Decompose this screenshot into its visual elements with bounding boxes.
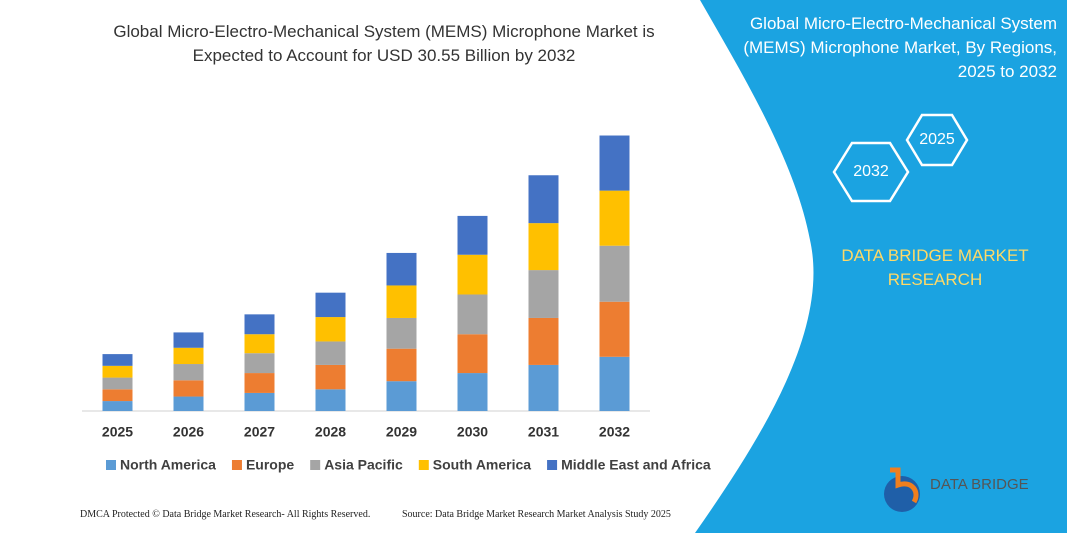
bar-segment xyxy=(102,365,133,378)
bar-segment xyxy=(386,252,417,286)
bar-segment xyxy=(528,317,559,365)
x-tick-label: 2025 xyxy=(102,424,133,440)
bar-segment xyxy=(386,348,417,382)
legend-label: Europe xyxy=(246,457,294,473)
bar-segment xyxy=(173,380,204,397)
x-tick-label: 2029 xyxy=(386,424,417,440)
x-tick-label: 2028 xyxy=(315,424,346,440)
bar-segment xyxy=(102,389,133,402)
legend-swatch xyxy=(231,460,242,470)
logo-mark xyxy=(890,467,919,504)
legend-swatch xyxy=(547,460,558,470)
legend-label: Middle East and Africa xyxy=(561,457,711,473)
footer-right: Source: Data Bridge Market Research Mark… xyxy=(402,509,671,520)
x-tick-label: 2031 xyxy=(528,424,559,440)
bar-segment xyxy=(102,377,133,390)
bar-segment xyxy=(528,364,559,411)
bar-segment xyxy=(173,396,204,411)
bar-segment xyxy=(244,353,275,374)
bar-segment xyxy=(315,292,346,318)
bar-segment xyxy=(102,354,133,366)
x-tick-label: 2030 xyxy=(457,424,488,440)
bar-segment xyxy=(457,334,488,374)
legend-label: Asia Pacific xyxy=(324,457,403,473)
legend-swatch xyxy=(106,460,116,470)
legend-swatch xyxy=(310,460,321,470)
x-tick-label: 2032 xyxy=(599,424,630,440)
bar-segment xyxy=(528,175,559,224)
bar-segment xyxy=(173,364,204,381)
bar-segment xyxy=(457,254,488,295)
bar-segment xyxy=(315,341,346,365)
side-background xyxy=(695,0,1067,533)
bar-segment xyxy=(386,285,417,318)
bar-segment xyxy=(244,392,275,411)
bar-segment xyxy=(173,347,204,365)
bar-segment xyxy=(528,223,559,271)
x-tick-label: 2026 xyxy=(173,424,204,440)
bar-segment xyxy=(315,389,346,411)
x-tick-label: 2027 xyxy=(244,424,275,440)
side-title: Global Micro-Electro-Mechanical System (… xyxy=(743,14,1057,81)
bar-segment xyxy=(457,373,488,411)
bar-segment xyxy=(315,317,346,342)
bar-segment xyxy=(244,373,275,393)
bar-segment xyxy=(102,401,133,411)
bar-segment xyxy=(599,245,630,302)
hexagon-label: 2032 xyxy=(853,163,889,180)
bar-segment xyxy=(599,135,630,191)
hexagon-label: 2025 xyxy=(919,131,955,148)
bar-segment xyxy=(599,356,630,411)
bar-segment xyxy=(386,381,417,411)
legend-label: South America xyxy=(433,457,531,473)
bar-segment xyxy=(244,314,275,335)
hexagon xyxy=(832,141,910,203)
bar-segment xyxy=(386,317,417,349)
bar-segment xyxy=(599,190,630,246)
legend-swatch xyxy=(418,460,429,470)
hexagon xyxy=(905,113,969,167)
bar-segment xyxy=(528,270,559,318)
brand: DATA BRIDGE MARKET RESEARCH xyxy=(841,246,1029,289)
bar-segment xyxy=(315,364,346,390)
chart-title: Global Micro-Electro-Mechanical System (… xyxy=(113,22,655,65)
legend-label: North America xyxy=(120,457,216,473)
logo-text: DATA BRIDGE xyxy=(930,476,1029,493)
bar-segment xyxy=(599,301,630,357)
bar-segment xyxy=(457,294,488,335)
footer-left: DMCA Protected © Data Bridge Market Rese… xyxy=(80,509,371,520)
bar-segment xyxy=(173,332,204,348)
bar-segment xyxy=(457,215,488,255)
bar-segment xyxy=(244,334,275,354)
